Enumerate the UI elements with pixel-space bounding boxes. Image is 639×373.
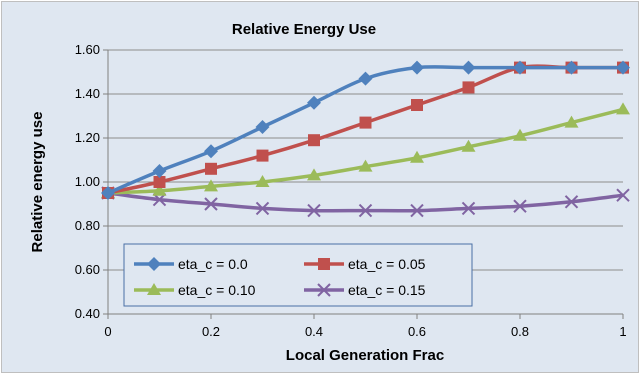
y-tick-label: 1.60 — [75, 42, 100, 57]
legend-swatch-marker — [318, 258, 330, 270]
y-tick-label: 0.40 — [75, 306, 100, 321]
y-tick-label: 0.60 — [75, 262, 100, 277]
x-tick-label: 0.8 — [511, 324, 529, 339]
data-point — [257, 150, 269, 162]
x-tick-label: 1 — [619, 324, 626, 339]
data-point — [308, 134, 320, 146]
x-tick-label: 0 — [104, 324, 111, 339]
x-tick-label: 0.6 — [408, 324, 426, 339]
legend: eta_c = 0.0 eta_c = 0.05 eta_c = 0.10 eta_c… — [124, 244, 472, 306]
y-tick-label: 0.80 — [75, 218, 100, 233]
data-point — [411, 99, 423, 111]
y-tick-label: 1.00 — [75, 174, 100, 189]
x-axis-title: Local Generation Frac — [286, 347, 444, 364]
data-point — [360, 117, 372, 129]
legend-label: eta_c = 0.10 — [178, 282, 256, 298]
legend-label: eta_c = 0.0 — [178, 256, 248, 272]
legend-entry: eta_c = 0.05 — [304, 256, 426, 272]
data-point — [205, 163, 217, 175]
chart-title: Relative Energy Use — [232, 21, 376, 38]
legend-label: eta_c = 0.05 — [348, 256, 426, 272]
x-tick-label: 0.2 — [202, 324, 220, 339]
legend-label: eta_c = 0.15 — [348, 282, 426, 298]
y-tick-label: 1.40 — [75, 86, 100, 101]
y-tick-label: 1.20 — [75, 130, 100, 145]
data-point — [463, 81, 475, 93]
x-tick-label: 0.4 — [305, 324, 323, 339]
y-axis-title: Relative energy use — [29, 112, 46, 253]
